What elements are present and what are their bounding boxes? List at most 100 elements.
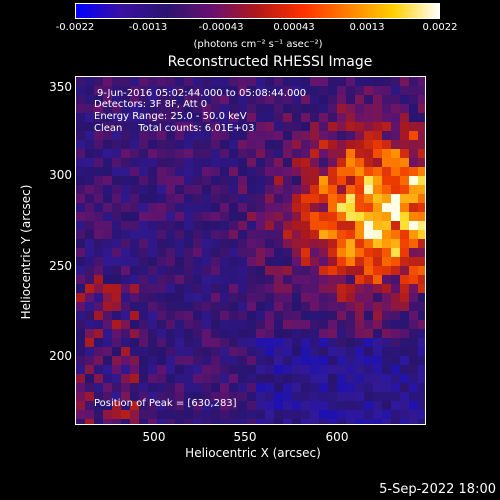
y-axis-label: Heliocentric Y (arcsec) bbox=[19, 184, 33, 320]
image-pixel bbox=[202, 95, 211, 104]
image-pixel bbox=[238, 140, 247, 149]
image-pixel bbox=[292, 419, 301, 424]
image-pixel bbox=[184, 113, 193, 122]
image-pixel bbox=[211, 131, 220, 140]
image-pixel bbox=[292, 122, 301, 131]
image-pixel bbox=[391, 149, 400, 158]
image-pixel bbox=[166, 131, 175, 140]
image-pixel bbox=[319, 311, 328, 320]
image-pixel bbox=[373, 149, 382, 158]
image-pixel bbox=[382, 338, 391, 347]
image-pixel bbox=[292, 221, 301, 230]
image-pixel bbox=[256, 383, 265, 392]
image-pixel bbox=[301, 266, 310, 275]
image-pixel bbox=[328, 221, 337, 230]
image-pixel bbox=[76, 329, 85, 338]
image-pixel bbox=[283, 149, 292, 158]
image-pixel bbox=[103, 338, 112, 347]
image-pixel bbox=[274, 320, 283, 329]
image-pixel bbox=[319, 338, 328, 347]
image-pixel bbox=[220, 365, 229, 374]
image-pixel bbox=[130, 374, 139, 383]
image-pixel bbox=[382, 149, 391, 158]
image-pixel bbox=[229, 203, 238, 212]
image-pixel bbox=[166, 212, 175, 221]
image-pixel bbox=[292, 212, 301, 221]
image-pixel bbox=[400, 338, 409, 347]
image-pixel bbox=[319, 248, 328, 257]
image-pixel bbox=[292, 347, 301, 356]
image-pixel bbox=[373, 320, 382, 329]
image-pixel bbox=[139, 140, 148, 149]
image-pixel bbox=[283, 284, 292, 293]
image-pixel bbox=[94, 212, 103, 221]
image-pixel bbox=[103, 401, 112, 410]
image-pixel bbox=[184, 311, 193, 320]
image-pixel bbox=[328, 212, 337, 221]
image-pixel bbox=[373, 248, 382, 257]
image-pixel bbox=[211, 302, 220, 311]
image-pixel bbox=[166, 374, 175, 383]
image-pixel bbox=[112, 167, 121, 176]
image-pixel bbox=[94, 293, 103, 302]
image-pixel bbox=[130, 383, 139, 392]
image-pixel bbox=[238, 374, 247, 383]
image-pixel bbox=[355, 113, 364, 122]
image-pixel bbox=[202, 239, 211, 248]
image-pixel bbox=[301, 338, 310, 347]
image-pixel bbox=[418, 86, 425, 95]
image-pixel bbox=[256, 185, 265, 194]
image-pixel bbox=[130, 185, 139, 194]
image-pixel bbox=[76, 203, 85, 212]
image-pixel bbox=[409, 104, 418, 113]
image-pixel bbox=[373, 176, 382, 185]
image-pixel bbox=[400, 365, 409, 374]
image-pixel bbox=[283, 194, 292, 203]
image-pixel bbox=[283, 311, 292, 320]
image-pixel bbox=[121, 86, 130, 95]
image-pixel bbox=[175, 86, 184, 95]
image-pixel bbox=[139, 257, 148, 266]
image-pixel bbox=[247, 266, 256, 275]
image-pixel bbox=[247, 284, 256, 293]
image-pixel bbox=[211, 275, 220, 284]
image-pixel bbox=[139, 365, 148, 374]
image-pixel bbox=[202, 293, 211, 302]
image-pixel bbox=[274, 302, 283, 311]
image-pixel bbox=[157, 122, 166, 131]
image-pixel bbox=[247, 131, 256, 140]
image-pixel bbox=[121, 122, 130, 131]
image-pixel bbox=[121, 410, 130, 419]
image-pixel bbox=[373, 104, 382, 113]
image-pixel bbox=[175, 203, 184, 212]
image-pixel bbox=[373, 374, 382, 383]
image-pixel bbox=[310, 410, 319, 419]
image-pixel bbox=[247, 293, 256, 302]
image-pixel bbox=[400, 275, 409, 284]
image-pixel bbox=[148, 284, 157, 293]
image-pixel bbox=[310, 77, 319, 86]
image-pixel bbox=[157, 230, 166, 239]
image-pixel bbox=[121, 338, 130, 347]
image-pixel bbox=[247, 113, 256, 122]
image-pixel bbox=[328, 293, 337, 302]
image-pixel bbox=[301, 356, 310, 365]
image-pixel bbox=[85, 419, 94, 424]
image-pixel bbox=[409, 374, 418, 383]
image-pixel bbox=[211, 401, 220, 410]
image-pixel bbox=[256, 212, 265, 221]
image-pixel bbox=[418, 239, 425, 248]
image-pixel bbox=[193, 356, 202, 365]
image-pixel bbox=[184, 410, 193, 419]
image-pixel bbox=[265, 176, 274, 185]
image-pixel bbox=[166, 302, 175, 311]
image-pixel bbox=[148, 329, 157, 338]
image-pixel bbox=[337, 194, 346, 203]
image-pixel bbox=[193, 302, 202, 311]
image-pixel bbox=[409, 365, 418, 374]
image-pixel bbox=[130, 410, 139, 419]
image-pixel bbox=[256, 194, 265, 203]
image-pixel bbox=[265, 419, 274, 424]
image-pixel bbox=[193, 221, 202, 230]
image-pixel bbox=[112, 140, 121, 149]
